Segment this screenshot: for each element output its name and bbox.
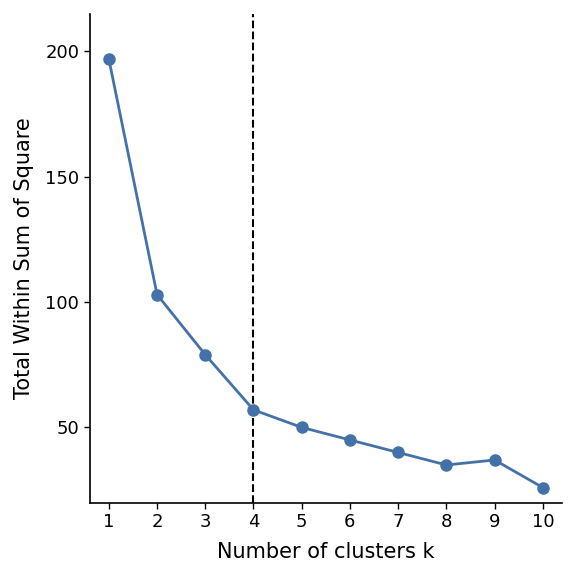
X-axis label: Number of clusters k: Number of clusters k: [217, 542, 434, 562]
Y-axis label: Total Within Sum of Square: Total Within Sum of Square: [14, 118, 34, 399]
